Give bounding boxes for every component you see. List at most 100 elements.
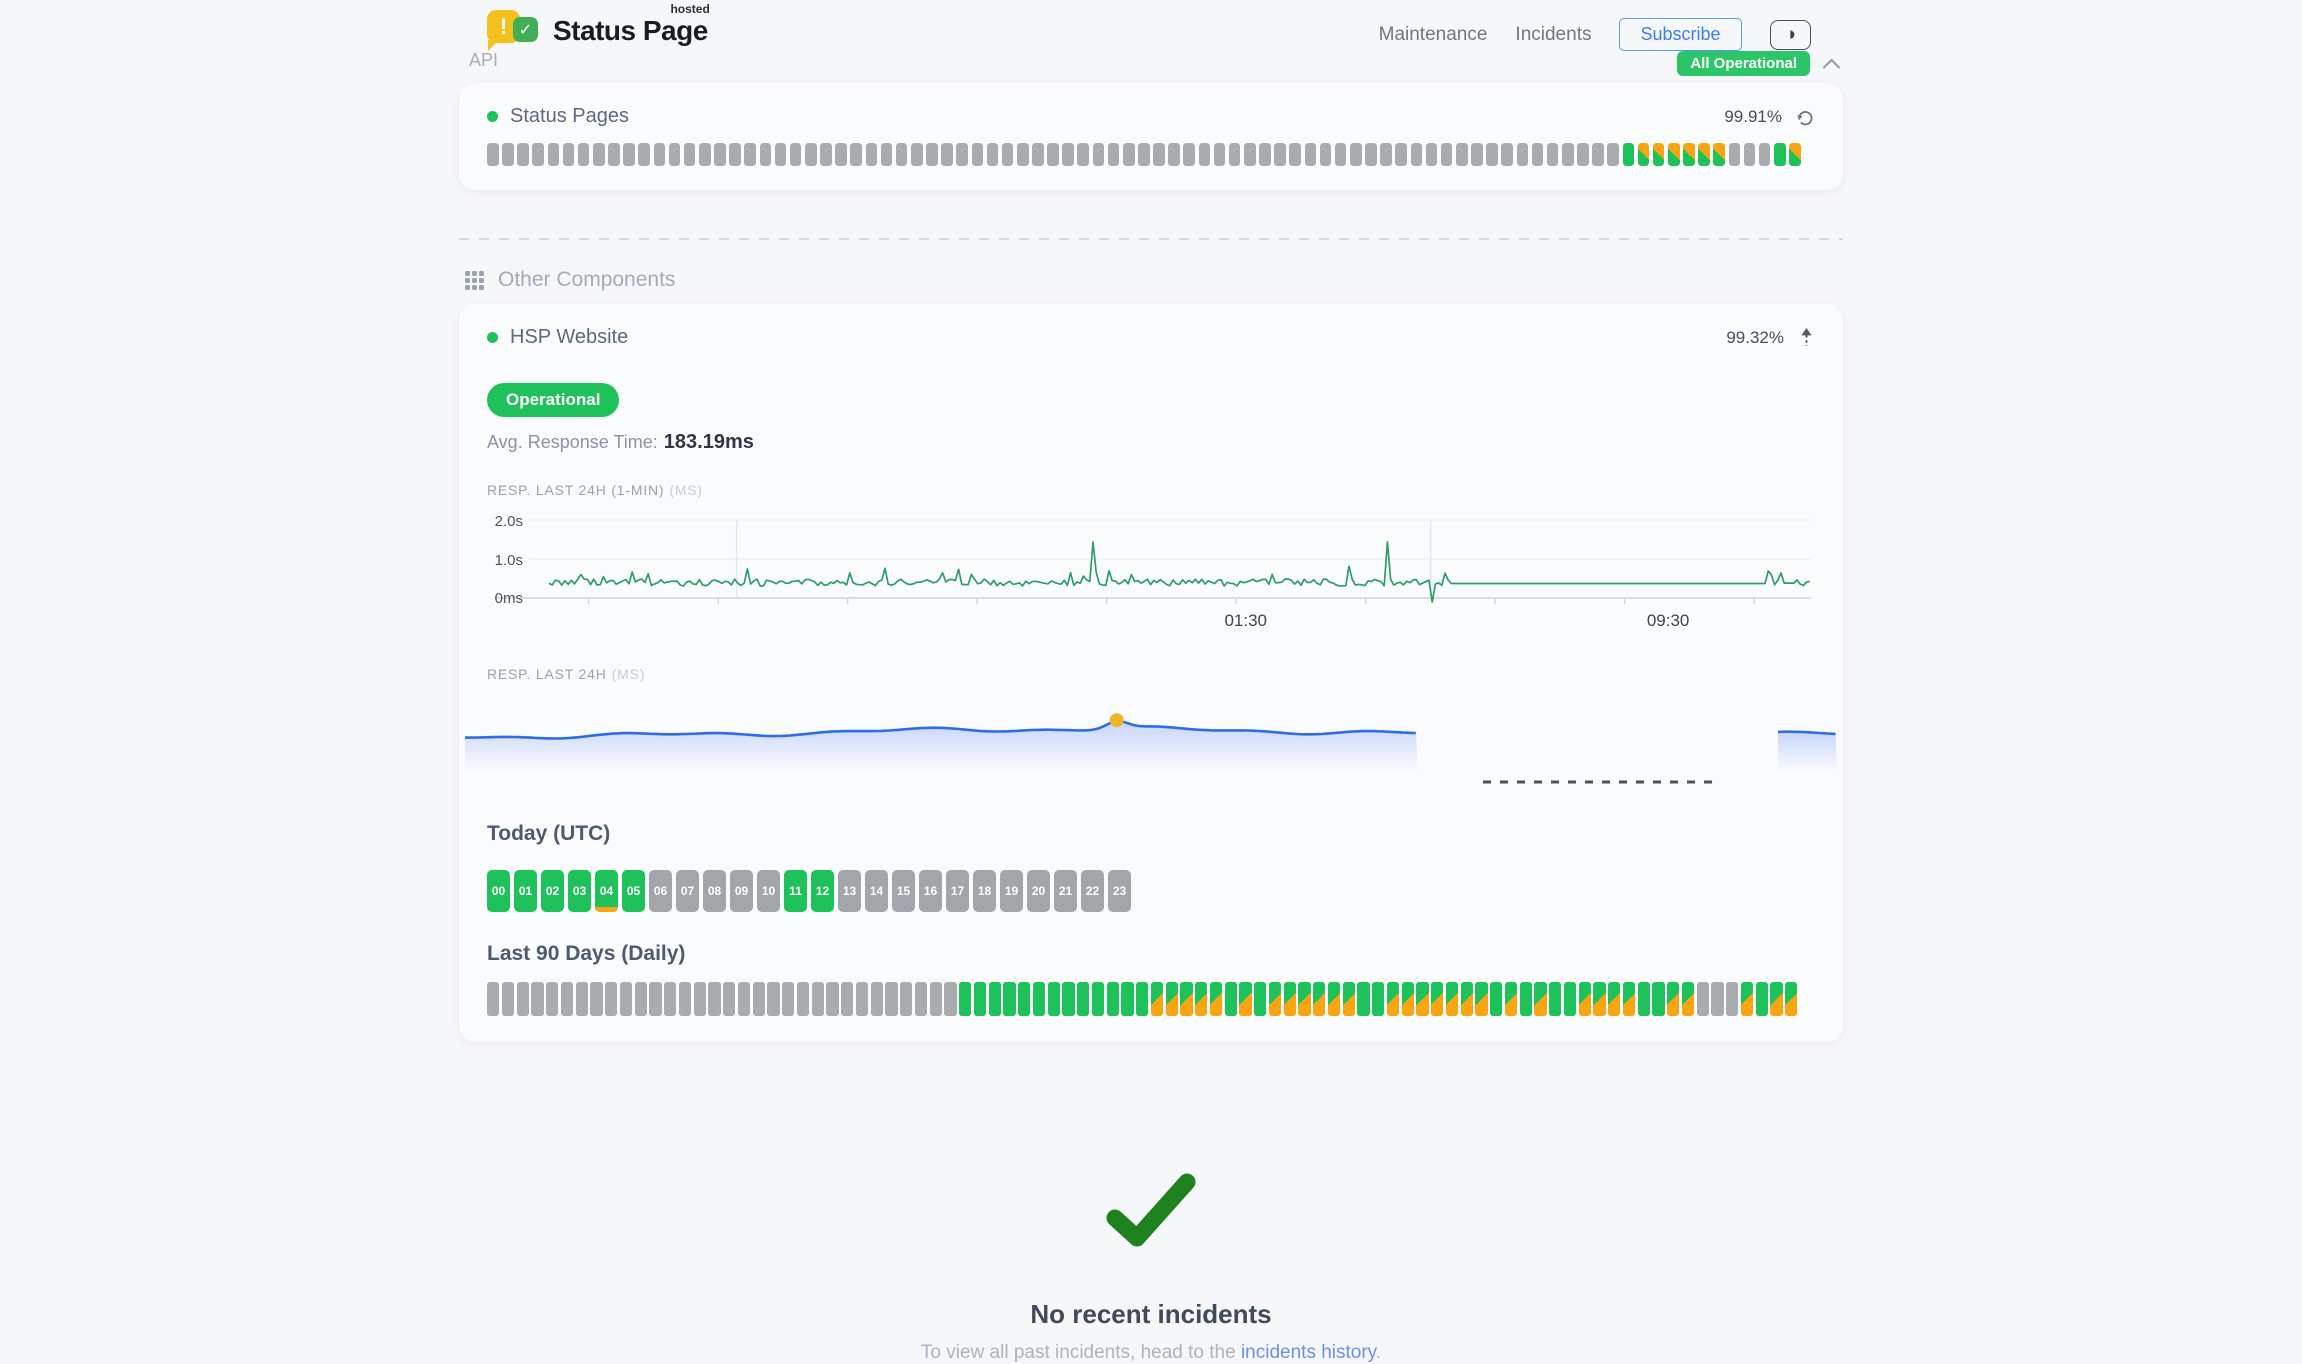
uptime-bar[interactable] xyxy=(487,982,500,1016)
uptime-bar[interactable] xyxy=(895,143,908,166)
hour-block-10[interactable]: 10 xyxy=(757,870,780,912)
uptime-bar[interactable] xyxy=(1106,982,1119,1016)
uptime-bar[interactable] xyxy=(1416,982,1429,1016)
uptime-bar[interactable] xyxy=(1198,143,1211,166)
uptime-bar[interactable] xyxy=(850,143,862,166)
uptime-bar[interactable] xyxy=(1047,143,1059,166)
uptime-bar[interactable] xyxy=(1327,982,1340,1016)
uptime-bar[interactable] xyxy=(623,143,635,166)
uptime-bar[interactable] xyxy=(941,143,953,166)
uptime-bar[interactable] xyxy=(973,982,986,1016)
uptime-bar[interactable] xyxy=(1456,143,1468,166)
uptime-bar[interactable] xyxy=(929,982,942,1016)
uptime-bar[interactable] xyxy=(1490,982,1503,1016)
uptime-bar[interactable] xyxy=(517,143,529,166)
uptime-bar[interactable] xyxy=(649,982,662,1016)
uptime-bar[interactable] xyxy=(1563,982,1576,1016)
uptime-bar[interactable] xyxy=(1334,143,1347,166)
uptime-bar[interactable] xyxy=(1431,982,1444,1016)
hour-block-06[interactable]: 06 xyxy=(649,870,672,912)
uptime-bar[interactable] xyxy=(1180,982,1193,1016)
uptime-bar[interactable] xyxy=(1534,982,1547,1016)
uptime-bar[interactable] xyxy=(826,982,839,1016)
uptime-bar[interactable] xyxy=(1593,982,1606,1016)
uptime-bar[interactable] xyxy=(1062,982,1075,1016)
uptime-bar[interactable] xyxy=(560,982,573,1016)
uptime-bar[interactable] xyxy=(811,982,824,1016)
uptime-bar[interactable] xyxy=(664,982,677,1016)
uptime-bar[interactable] xyxy=(634,982,647,1016)
uptime-bar[interactable] xyxy=(752,982,765,1016)
uptime-bar[interactable] xyxy=(841,982,854,1016)
uptime-bar[interactable] xyxy=(1445,982,1458,1016)
uptime-bar[interactable] xyxy=(1395,143,1408,166)
trend-up-icon[interactable] xyxy=(1798,328,1815,347)
uptime-bar[interactable] xyxy=(678,982,691,1016)
uptime-bar[interactable] xyxy=(1342,982,1355,1016)
uptime-bar[interactable] xyxy=(501,982,514,1016)
uptime-bar[interactable] xyxy=(1372,982,1385,1016)
uptime-bar[interactable] xyxy=(835,143,847,166)
uptime-bar[interactable] xyxy=(1726,982,1739,1016)
response-time-minute-chart[interactable]: 2.0s 1.0s 0ms 01:30 09:30 xyxy=(487,506,1815,638)
uptime-bar[interactable] xyxy=(1003,982,1016,1016)
uptime-bar[interactable] xyxy=(1047,982,1060,1016)
uptime-bar[interactable] xyxy=(855,982,868,1016)
uptime-bar[interactable] xyxy=(1711,982,1724,1016)
uptime-bar[interactable] xyxy=(759,143,772,166)
uptime-bar[interactable] xyxy=(1092,143,1105,166)
uptime-bar[interactable] xyxy=(1018,982,1031,1016)
uptime-bar[interactable] xyxy=(774,143,787,166)
uptime-bar[interactable] xyxy=(1758,143,1771,166)
uptime-bar[interactable] xyxy=(1770,982,1783,1016)
uptime-bar[interactable] xyxy=(1304,143,1317,166)
hour-block-08[interactable]: 08 xyxy=(703,870,726,912)
chevron-up-icon[interactable] xyxy=(1822,57,1841,70)
uptime-bar[interactable] xyxy=(1150,982,1163,1016)
uptime-bar[interactable] xyxy=(1773,143,1786,166)
uptime-bar[interactable] xyxy=(1440,143,1453,166)
uptime-bar[interactable] xyxy=(653,143,666,166)
uptime-bar[interactable] xyxy=(1425,143,1438,166)
uptime-bar[interactable] xyxy=(1740,982,1753,1016)
uptime-bar[interactable] xyxy=(1577,143,1589,166)
uptime-bar[interactable] xyxy=(1268,982,1281,1016)
uptime-bar[interactable] xyxy=(1683,143,1695,166)
uptime-bar[interactable] xyxy=(1561,143,1574,166)
uptime-bar[interactable] xyxy=(1622,982,1635,1016)
uptime-bar[interactable] xyxy=(1138,143,1150,166)
uptime-bar[interactable] xyxy=(608,143,620,166)
uptime-bar[interactable] xyxy=(577,143,590,166)
uptime-bar[interactable] xyxy=(1357,982,1370,1016)
uptime-bar[interactable] xyxy=(796,982,809,1016)
uptime-bar[interactable] xyxy=(1121,982,1134,1016)
uptime-bar[interactable] xyxy=(592,143,605,166)
uptime-bar[interactable] xyxy=(714,143,726,166)
uptime-bar[interactable] xyxy=(1016,143,1029,166)
uptime-bar[interactable] xyxy=(546,982,559,1016)
nav-incidents[interactable]: Incidents xyxy=(1515,23,1592,45)
uptime-bar[interactable] xyxy=(804,143,817,166)
uptime-bar[interactable] xyxy=(1183,143,1196,166)
uptime-bar[interactable] xyxy=(729,143,741,166)
nav-maintenance[interactable]: Maintenance xyxy=(1378,23,1488,45)
uptime-bar[interactable] xyxy=(1637,982,1650,1016)
uptime-bar[interactable] xyxy=(638,143,650,166)
hour-block-21[interactable]: 21 xyxy=(1054,870,1077,912)
uptime-bar[interactable] xyxy=(1107,143,1120,166)
uptime-bar[interactable] xyxy=(1578,982,1591,1016)
uptime-bar[interactable] xyxy=(737,982,750,1016)
uptime-bar[interactable] xyxy=(1386,982,1399,1016)
uptime-bar[interactable] xyxy=(885,982,898,1016)
uptime-bar[interactable] xyxy=(1165,982,1178,1016)
uptime-bar[interactable] xyxy=(789,143,802,166)
uptime-bar[interactable] xyxy=(693,982,706,1016)
uptime-bar[interactable] xyxy=(988,982,1001,1016)
hour-block-19[interactable]: 19 xyxy=(1000,870,1023,912)
hour-block-09[interactable]: 09 xyxy=(730,870,753,912)
uptime-bar[interactable] xyxy=(1713,143,1725,166)
uptime-bar[interactable] xyxy=(1401,982,1414,1016)
uptime-bar[interactable] xyxy=(959,982,972,1016)
uptime-bar[interactable] xyxy=(708,982,721,1016)
uptime-bar[interactable] xyxy=(1531,143,1544,166)
